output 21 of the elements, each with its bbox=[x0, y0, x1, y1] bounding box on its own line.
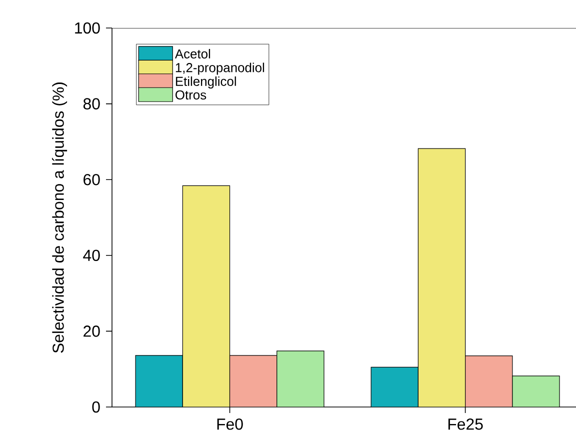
bar bbox=[182, 185, 230, 407]
x-tick-label: Fe25 bbox=[448, 418, 483, 430]
legend-label: Acetol bbox=[174, 48, 210, 58]
legend-label: 1,2-propanodiol bbox=[176, 62, 264, 75]
y-tick-label: 60 bbox=[84, 174, 100, 186]
bar bbox=[229, 355, 278, 407]
y-tick-label: 100 bbox=[75, 22, 100, 34]
x-tick-label: Fe0 bbox=[217, 418, 243, 430]
y-axis-title: Selectividad de carbono a líquidos (%) bbox=[52, 82, 68, 353]
legend-label: Etilenglicol bbox=[176, 76, 236, 89]
y-tick-label: 0 bbox=[92, 401, 100, 413]
bar bbox=[512, 376, 560, 407]
y-tick-label: 40 bbox=[83, 250, 100, 262]
y-tick-label: 20 bbox=[84, 326, 100, 337]
bar bbox=[418, 148, 466, 407]
y-tick-label: 80 bbox=[83, 98, 100, 110]
bar bbox=[276, 350, 324, 407]
bar bbox=[135, 355, 183, 407]
legend-label: Otros bbox=[176, 90, 206, 100]
bar bbox=[370, 366, 418, 407]
bar bbox=[465, 356, 513, 407]
